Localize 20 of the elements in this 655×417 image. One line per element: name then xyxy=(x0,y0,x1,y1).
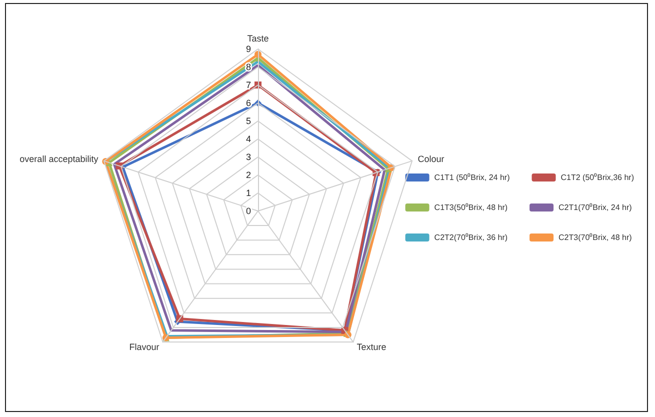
legend-label: C2T2(70⁰Brix, 36 hr) xyxy=(434,233,508,242)
spoke-label: Texture xyxy=(356,342,386,352)
legend-label: C1T3(50⁰Brix, 48 hr) xyxy=(434,203,508,212)
spoke-label: Flavour xyxy=(129,342,160,352)
y-tick-label: 9 xyxy=(246,44,251,54)
legend-label: C2T3(70⁰Brix, 48 hr) xyxy=(558,233,632,242)
y-tick-label: 0 xyxy=(246,206,251,216)
spoke-label: overall acceptability xyxy=(20,154,99,164)
y-tick-label: 3 xyxy=(246,152,251,162)
y-tick-label: 7 xyxy=(246,80,251,90)
spoke-label: Colour xyxy=(418,154,444,164)
legend-label: C2T1(70⁰Brix, 24 hr) xyxy=(558,203,632,212)
y-tick-label: 6 xyxy=(246,98,251,108)
spoke-label: Taste xyxy=(247,34,269,44)
legend-label: C1T1 (50⁰Brix, 24 hr) xyxy=(434,173,510,182)
y-tick-label: 5 xyxy=(246,116,251,126)
legend-label: C1T2 (50⁰Brix,36 hr) xyxy=(560,173,634,182)
y-tick-label: 1 xyxy=(246,188,251,198)
y-tick-label: 2 xyxy=(246,170,251,180)
y-tick-label: 4 xyxy=(246,134,251,144)
